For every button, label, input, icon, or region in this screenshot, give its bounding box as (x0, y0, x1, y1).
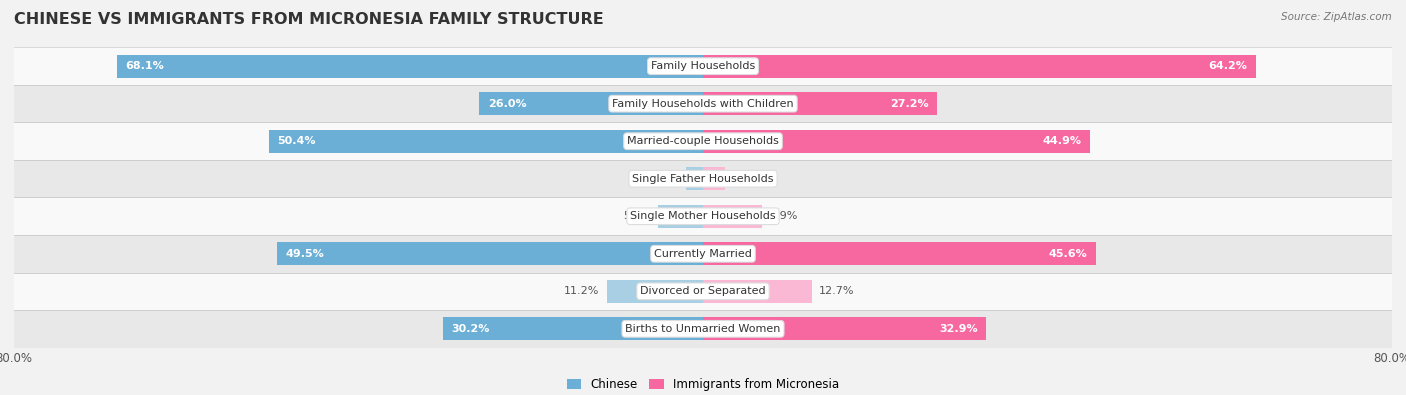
Text: Source: ZipAtlas.com: Source: ZipAtlas.com (1281, 12, 1392, 22)
Text: 44.9%: 44.9% (1042, 136, 1081, 146)
Text: 2.0%: 2.0% (651, 174, 679, 184)
Text: 64.2%: 64.2% (1208, 61, 1247, 71)
Bar (14, 310, 1392, 348)
Text: 2.6%: 2.6% (733, 174, 761, 184)
Text: Married-couple Households: Married-couple Households (627, 136, 779, 146)
Bar (686, 167, 703, 190)
Text: Family Households: Family Households (651, 61, 755, 71)
Bar (703, 167, 725, 190)
Bar (14, 235, 1392, 273)
Text: 26.0%: 26.0% (488, 99, 526, 109)
Bar (14, 198, 1392, 235)
Text: Family Households with Children: Family Households with Children (612, 99, 794, 109)
Bar (703, 92, 938, 115)
Text: 30.2%: 30.2% (451, 324, 489, 334)
Bar (606, 280, 703, 303)
Text: Single Father Households: Single Father Households (633, 174, 773, 184)
Text: 32.9%: 32.9% (939, 324, 977, 334)
Text: Divorced or Separated: Divorced or Separated (640, 286, 766, 296)
Text: 27.2%: 27.2% (890, 99, 928, 109)
Bar (703, 242, 1095, 265)
Bar (703, 280, 813, 303)
Bar (443, 317, 703, 340)
Bar (277, 242, 703, 265)
Text: Births to Unmarried Women: Births to Unmarried Women (626, 324, 780, 334)
Bar (14, 160, 1392, 198)
Text: 6.9%: 6.9% (769, 211, 797, 221)
Bar (703, 55, 1256, 78)
Bar (269, 130, 703, 153)
Text: 49.5%: 49.5% (285, 249, 323, 259)
Text: 12.7%: 12.7% (820, 286, 855, 296)
Text: 50.4%: 50.4% (277, 136, 316, 146)
Bar (14, 85, 1392, 122)
Bar (14, 273, 1392, 310)
Text: 68.1%: 68.1% (125, 61, 165, 71)
Bar (117, 55, 703, 78)
Text: Single Mother Households: Single Mother Households (630, 211, 776, 221)
Bar (658, 205, 703, 228)
Text: Currently Married: Currently Married (654, 249, 752, 259)
Text: 45.6%: 45.6% (1049, 249, 1087, 259)
Bar (14, 122, 1392, 160)
Text: 5.2%: 5.2% (623, 211, 651, 221)
Bar (703, 317, 987, 340)
Text: 11.2%: 11.2% (564, 286, 599, 296)
Bar (14, 47, 1392, 85)
Bar (479, 92, 703, 115)
Legend: Chinese, Immigrants from Micronesia: Chinese, Immigrants from Micronesia (562, 373, 844, 395)
Text: CHINESE VS IMMIGRANTS FROM MICRONESIA FAMILY STRUCTURE: CHINESE VS IMMIGRANTS FROM MICRONESIA FA… (14, 12, 603, 27)
Bar (703, 130, 1090, 153)
Bar (703, 205, 762, 228)
